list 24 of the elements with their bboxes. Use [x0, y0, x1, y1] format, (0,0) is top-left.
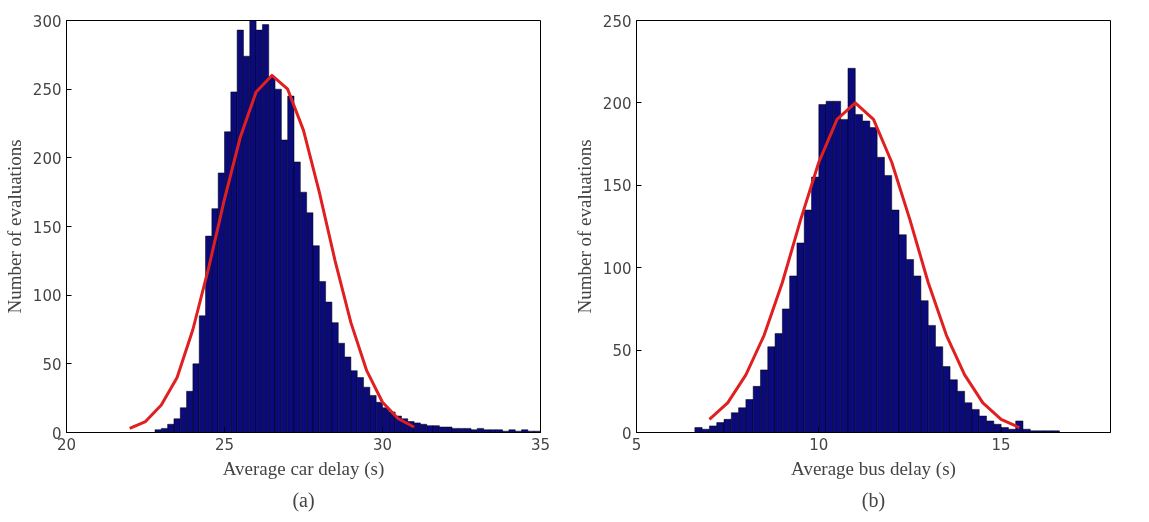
y-tick-label: 250 — [32, 81, 62, 100]
y-tick-label: 200 — [32, 149, 62, 168]
x-tick-label: 35 — [530, 435, 551, 454]
text: (a) — [292, 488, 315, 512]
x-axis-title: Average bus delay (s) — [791, 457, 956, 480]
x-tick-label: 10 — [809, 435, 829, 454]
y-tick-label: 200 — [602, 94, 632, 113]
x-axis-title: Average car delay (s) — [222, 457, 385, 480]
y-tick-label: 300 — [32, 12, 62, 31]
y-axis-title: Number of evaluations — [573, 139, 595, 314]
text: (b) — [861, 488, 886, 512]
x-tick-label: 25 — [214, 435, 235, 454]
y-axis-title: Number of evaluations — [3, 139, 25, 314]
y-tick-label: 150 — [602, 177, 632, 196]
x-tick-label: 5 — [631, 435, 642, 454]
y-tick-label: 100 — [602, 259, 632, 278]
y-tick-label: 0 — [621, 424, 632, 443]
y-tick-label: 50 — [612, 342, 632, 361]
y-tick-label: 150 — [32, 218, 62, 237]
y-tick-label: 250 — [602, 12, 632, 31]
x-tick-label: 15 — [991, 435, 1011, 454]
y-tick-label: 100 — [32, 287, 62, 306]
x-tick-label: 30 — [372, 435, 393, 454]
y-tick-label: 50 — [42, 355, 62, 374]
